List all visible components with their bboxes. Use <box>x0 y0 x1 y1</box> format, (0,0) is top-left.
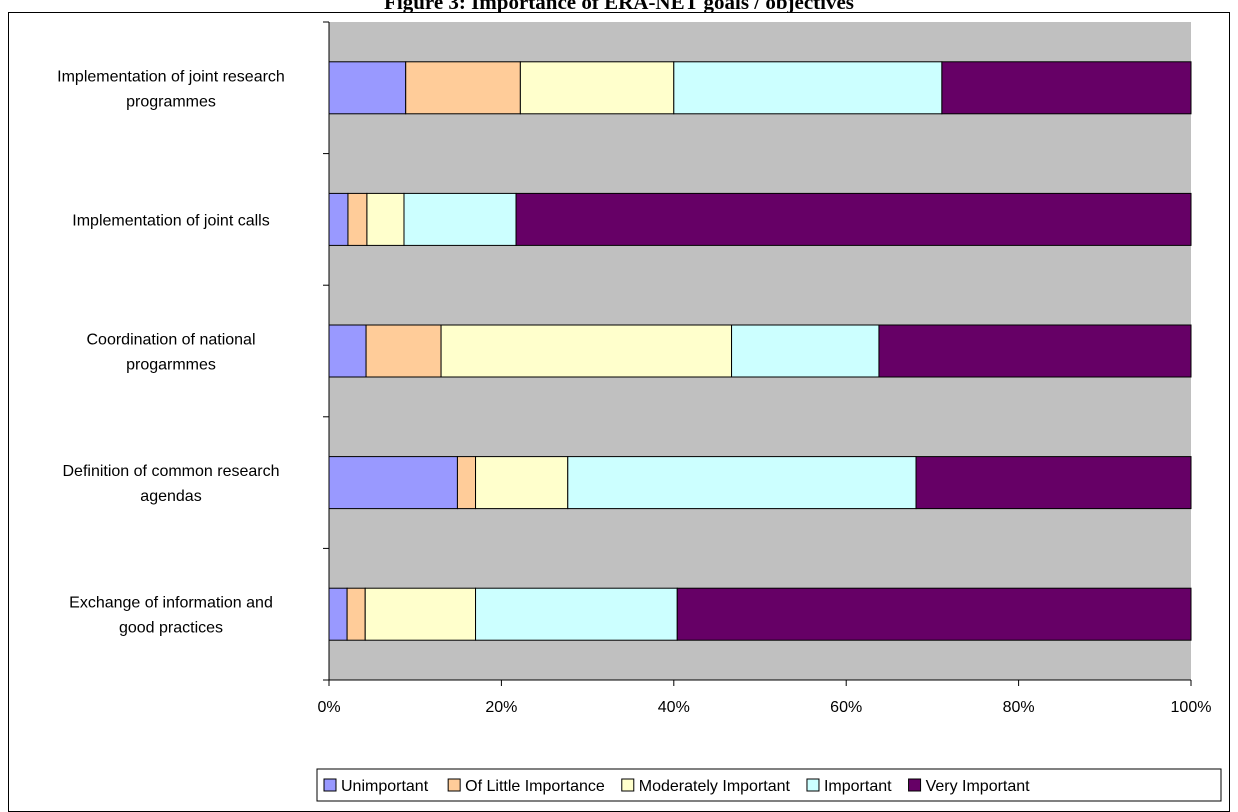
bar-segment <box>941 61 1192 115</box>
category-label: Coordination of national progarmmes <box>86 332 255 374</box>
legend-label: Moderately Important <box>639 778 791 795</box>
bar-segment <box>915 456 1192 510</box>
legend-box <box>316 768 1222 802</box>
x-tick-label: 80% <box>1003 699 1035 716</box>
legend-label: Unimportant <box>341 778 429 795</box>
legend-label: Important <box>824 778 892 795</box>
legend-swatch <box>323 778 337 792</box>
bar-segment <box>405 61 521 115</box>
category-label: Exchange of information and good practice… <box>69 595 273 637</box>
bar-segment <box>475 456 569 510</box>
bar-segment <box>515 192 1192 246</box>
legend-label: Very Important <box>926 778 1031 795</box>
category-label: Definition of common research agendas <box>63 463 280 505</box>
legend-swatch <box>447 778 461 792</box>
bar-segment <box>328 324 367 378</box>
legend-swatch <box>806 778 820 792</box>
bar-segment <box>731 324 880 378</box>
bar-segment <box>347 192 368 246</box>
bar-segment <box>328 587 348 641</box>
bar-segment <box>364 587 477 641</box>
legend-label: Of Little Importance <box>465 778 605 795</box>
legend-swatch <box>621 778 635 792</box>
x-tick-label: 0% <box>317 699 340 716</box>
bar-segment <box>456 456 477 510</box>
bar-segment <box>440 324 733 378</box>
bar-segment <box>878 324 1192 378</box>
bar-segment <box>366 192 405 246</box>
category-label: Implementation of joint research programm… <box>57 68 285 110</box>
bar-segment <box>365 324 442 378</box>
x-tick-label: 40% <box>658 699 690 716</box>
bar-segment <box>519 61 675 115</box>
bar-segment <box>403 192 517 246</box>
chart-title: Figure 3: Importance of ERA-NET goals / … <box>384 0 854 14</box>
x-tick-label: 100% <box>1171 699 1212 716</box>
bar-segment <box>328 61 407 115</box>
bar-segment <box>328 192 349 246</box>
bar-segment <box>346 587 366 641</box>
x-tick-label: 60% <box>830 699 862 716</box>
bar-segment <box>475 587 678 641</box>
bar-segment <box>567 456 917 510</box>
bar-segment <box>676 587 1192 641</box>
x-tick-label: 20% <box>485 699 517 716</box>
category-label: Implementation of joint calls <box>72 212 269 229</box>
bar-segment <box>673 61 943 115</box>
legend-swatch <box>908 778 922 792</box>
bar-segment <box>328 456 458 510</box>
